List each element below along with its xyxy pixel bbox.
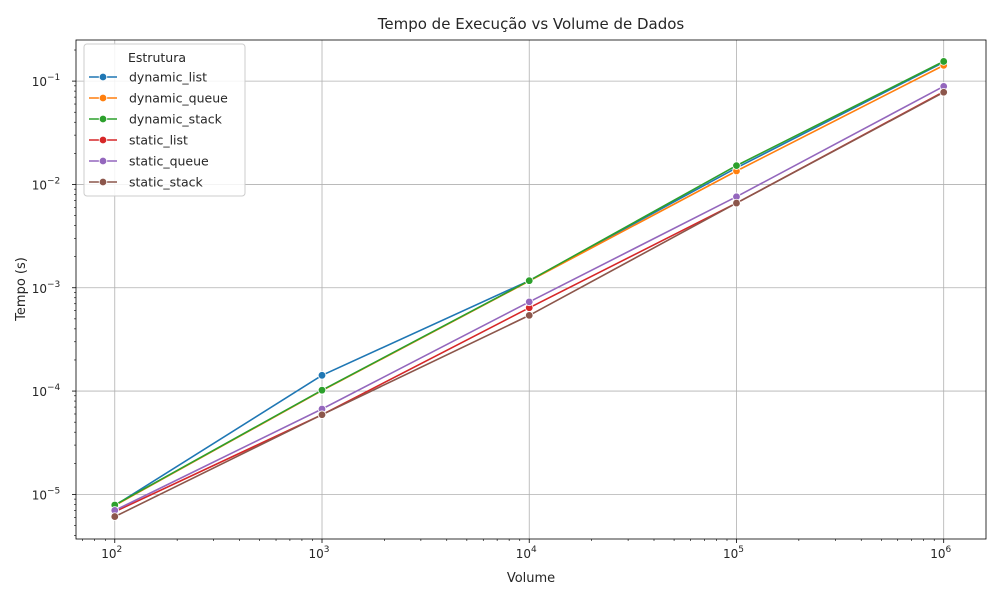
series-lines xyxy=(110,57,948,521)
legend-items: dynamic_list dynamic_queue dynamic_stackst… xyxy=(89,70,228,190)
legend-item-static-list: static_list xyxy=(89,133,188,148)
y-axis-ticks: 10−5 10−4 10−3 10−2 10−1 xyxy=(32,49,76,536)
y-tick-label: 10−2 xyxy=(32,176,61,192)
legend-swatch-marker xyxy=(98,72,108,82)
data-point xyxy=(317,371,327,380)
data-point xyxy=(317,385,327,395)
data-point xyxy=(317,410,327,419)
data-point xyxy=(110,512,119,521)
x-tick-label: 102 xyxy=(101,545,122,561)
data-point xyxy=(525,311,534,320)
x-axis-ticks: 102 103 104 105 106 xyxy=(82,539,951,561)
legend-swatch-marker xyxy=(98,156,108,166)
legend-swatch-marker xyxy=(98,93,108,103)
legend-item-dynamic-stack: dynamic_stack xyxy=(89,112,223,127)
chart-title: Tempo de Execução vs Volume de Dados xyxy=(377,15,685,33)
series-dynamic-stack xyxy=(110,57,948,510)
legend-item-static-queue: static_queue xyxy=(89,154,209,169)
y-axis-label: Tempo (s) xyxy=(14,257,29,322)
legend-label: static_queue xyxy=(129,154,209,169)
legend-item-static-stack: static_stack xyxy=(89,175,204,190)
legend-swatch-marker xyxy=(98,114,108,124)
legend: Estrutura dynamic_listdynamic_queuedynam… xyxy=(83,43,246,197)
data-point xyxy=(525,297,534,307)
data-point xyxy=(525,276,534,285)
x-tick-label: 104 xyxy=(516,545,537,561)
legend-box xyxy=(83,43,246,197)
legend-swatch-marker xyxy=(98,135,108,145)
y-tick-label: 10−4 xyxy=(32,383,61,399)
legend-label: static_stack xyxy=(129,175,204,190)
x-tick-label: 105 xyxy=(723,545,744,561)
data-point xyxy=(939,88,948,97)
legend-item-dynamic-list: dynamic_list xyxy=(89,70,207,85)
data-point xyxy=(732,198,741,208)
grid-lines xyxy=(76,40,986,539)
x-axis-label: Volume xyxy=(507,571,555,586)
series-static-queue xyxy=(110,82,948,515)
legend-label: dynamic_queue xyxy=(129,91,228,106)
legend-title: Estrutura xyxy=(128,50,186,65)
y-tick-label: 10−1 xyxy=(32,73,61,89)
x-tick-label: 103 xyxy=(308,545,329,561)
legend-label: dynamic_stack xyxy=(129,112,223,127)
legend-swatch-marker xyxy=(98,177,108,187)
y-tick-label: 10−3 xyxy=(32,280,61,296)
data-point xyxy=(939,57,948,66)
legend-item-dynamic-queue: dynamic_queue xyxy=(89,91,228,106)
x-tick-label: 106 xyxy=(930,545,951,561)
series-static-stack xyxy=(110,88,948,521)
y-tick-label: 10−5 xyxy=(32,486,61,502)
legend-label: static_list xyxy=(129,133,188,148)
data-point xyxy=(732,161,741,170)
plot-area-frame xyxy=(75,39,987,540)
legend-label: dynamic_list xyxy=(129,70,207,85)
